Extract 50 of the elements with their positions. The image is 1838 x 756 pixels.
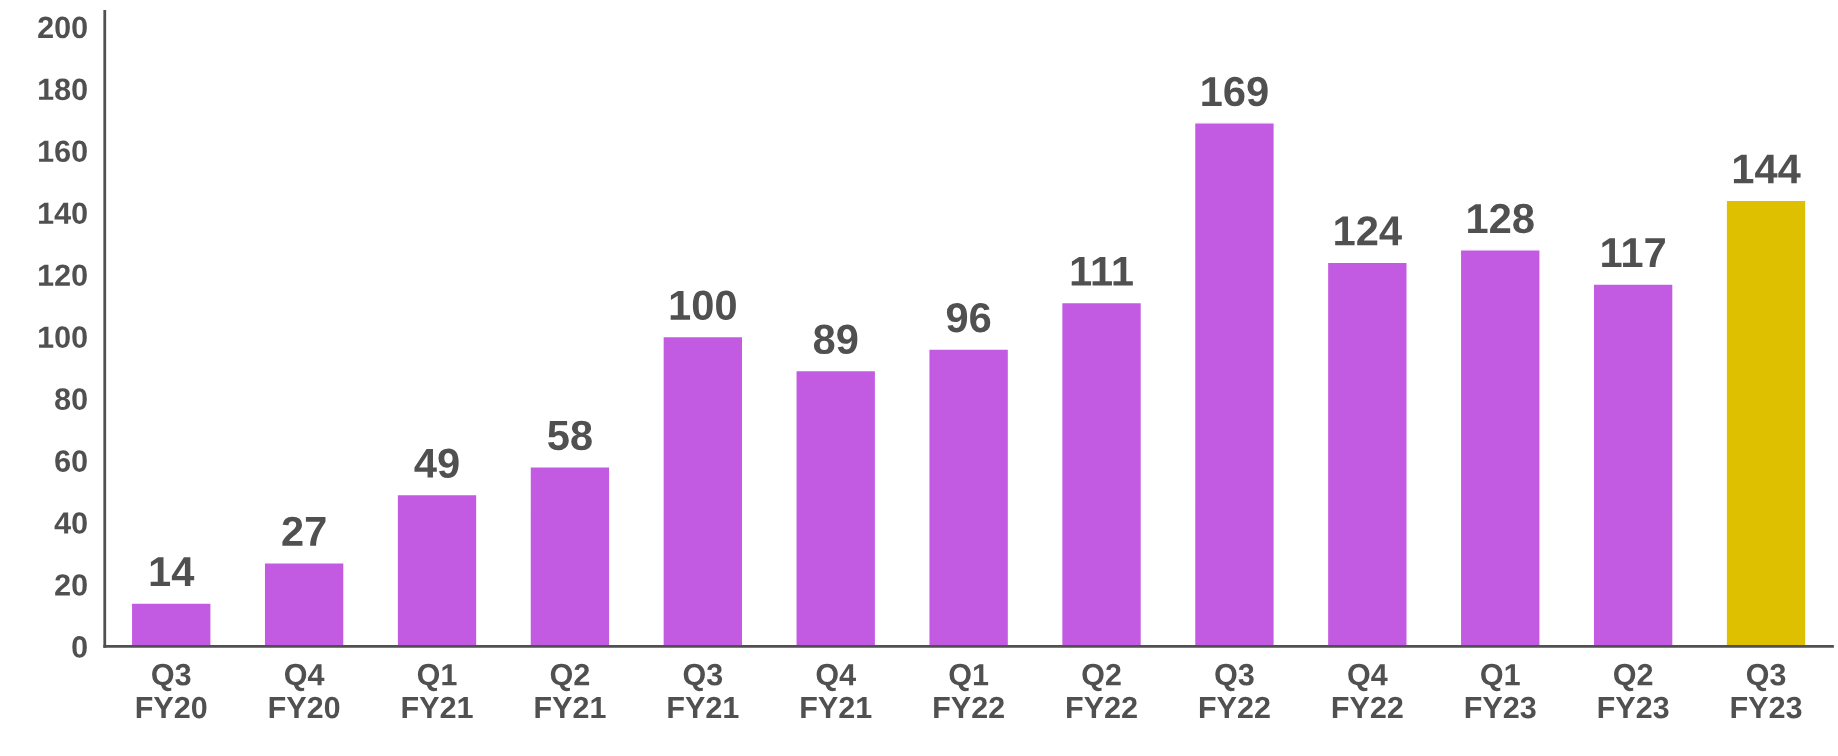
bar	[1060, 301, 1143, 647]
data-label: 58	[548, 420, 592, 451]
y-tick-label: 80	[55, 388, 87, 410]
bar	[1592, 283, 1674, 647]
bar	[1326, 261, 1408, 647]
x-tick-label: Q3 FY22	[1199, 663, 1270, 719]
bar	[263, 562, 345, 647]
x-tick-label: Q4 FY22	[1332, 663, 1403, 719]
data-label: 144	[1733, 154, 1801, 184]
data-label: 14	[150, 557, 195, 587]
data-label: 100	[670, 290, 736, 321]
bar	[529, 466, 611, 647]
data-label: 128	[1468, 203, 1534, 234]
x-tick-label: Q3 FY23	[1731, 663, 1802, 719]
data-label: 27	[282, 516, 326, 546]
bar	[928, 348, 1010, 647]
bar	[1193, 122, 1275, 647]
y-tick-label: 180	[39, 78, 87, 101]
x-tick-label: Q1 FY21	[402, 663, 473, 719]
bar	[130, 602, 212, 647]
bar	[396, 493, 478, 647]
x-tick-label: Q3 FY20	[136, 663, 207, 719]
data-label: 96	[946, 302, 991, 333]
y-tick-label: 200	[38, 16, 87, 39]
y-tick-label: 160	[39, 140, 87, 163]
x-tick-label: Q3 FY21	[668, 663, 739, 719]
x-tick-label: Q4 FY20	[269, 663, 340, 719]
data-label: 124	[1335, 216, 1402, 246]
x-tick-label: Q1 FY22	[934, 663, 1004, 719]
x-tick-label: Q1 FY23	[1465, 663, 1536, 719]
data-label: 111	[1071, 256, 1133, 286]
y-tick-label: 140	[39, 202, 87, 225]
data-label: 117	[1602, 238, 1665, 267]
x-tick-label: Q2 FY23	[1598, 663, 1669, 719]
y-tick-label: 40	[54, 512, 87, 534]
data-label: 89	[813, 324, 858, 355]
y-tick-label: 120	[39, 264, 87, 287]
bar	[662, 335, 744, 647]
y-tick-label: 100	[39, 326, 87, 348]
x-tick-label: Q2 FY22	[1067, 663, 1137, 719]
data-label: 49	[414, 448, 459, 479]
data-label: 169	[1202, 76, 1268, 107]
y-tick-label: 0	[72, 636, 87, 658]
bar	[1725, 199, 1807, 647]
x-tick-label: Q2 FY21	[535, 663, 606, 719]
y-tick-label: 20	[55, 574, 87, 596]
x-tick-label: Q4 FY21	[801, 663, 872, 719]
bar	[795, 369, 877, 647]
bar	[1459, 249, 1541, 647]
y-tick-label: 60	[55, 450, 87, 472]
